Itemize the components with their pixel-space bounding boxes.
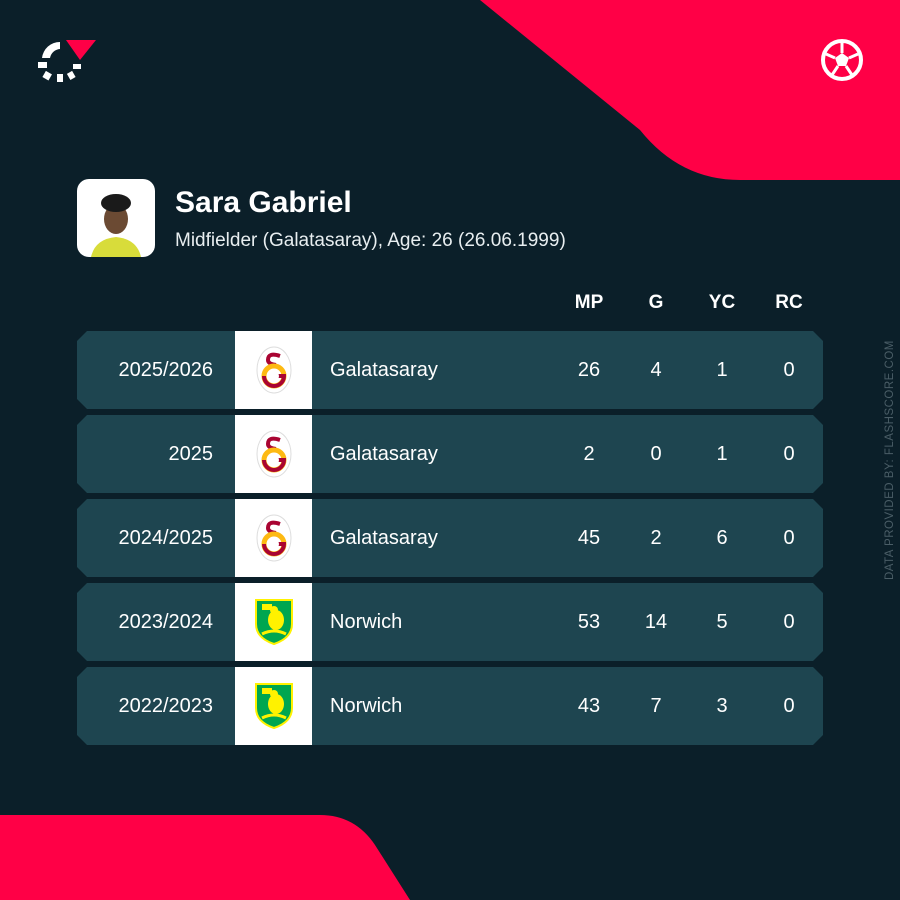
goals: 14 [644,611,668,633]
matches-played: 45 [577,527,601,549]
yellow-cards: 1 [716,443,728,465]
player-photo [77,179,155,257]
accent-shape-bottom [0,815,410,900]
yellow-cards: 5 [716,611,728,633]
team-crest [235,667,312,745]
table-row: 2025 Galatasaray 2 0 1 0 [77,415,823,493]
flashscore-logo-icon [38,40,96,82]
matches-played: 26 [577,359,601,381]
matches-played: 53 [577,611,601,633]
team-crest [235,499,312,577]
table-row: 2022/2023 Norwich 43 7 3 0 [77,667,823,745]
data-credit: DATA PROVIDED BY: FLASHSCORE.COM [884,340,896,580]
yellow-cards: 6 [716,527,728,549]
team-crest [235,583,312,661]
goals: 2 [650,527,662,549]
football-icon [821,39,863,81]
column-header-mp: MP [574,292,604,313]
table-row: 2023/2024 Norwich 53 14 5 0 [77,583,823,661]
galatasaray-crest-icon [256,514,291,562]
galatasaray-crest-icon [256,430,291,478]
player-name: Sara Gabriel [175,186,352,219]
matches-played: 2 [583,443,595,465]
player-details: Midfielder (Galatasaray), Age: 26 (26.06… [175,230,566,251]
team-name: Norwich [330,611,403,633]
season: 2025 [168,443,214,465]
red-cards: 0 [783,443,795,465]
yellow-cards: 3 [716,695,728,717]
season: 2022/2023 [118,695,213,717]
column-header-yc: YC [708,292,736,313]
team-name: Norwich [330,695,403,717]
season: 2023/2024 [118,611,213,633]
matches-played: 43 [577,695,601,717]
goals: 0 [650,443,662,465]
red-cards: 0 [783,695,795,717]
team-name: Galatasaray [330,527,438,549]
team-crest [235,415,312,493]
galatasaray-crest-icon [256,346,291,394]
yellow-cards: 1 [716,359,728,381]
table-row: 2025/2026 Galatasaray 26 4 1 0 [77,331,823,409]
norwich-crest-icon [254,683,293,730]
goals: 7 [650,695,662,717]
column-header-g: G [648,292,664,313]
norwich-crest-icon [254,599,293,646]
player-avatar-icon [91,194,141,257]
red-cards: 0 [783,359,795,381]
accent-shape-top [480,0,900,180]
team-name: Galatasaray [330,443,438,465]
table-row: 2024/2025 Galatasaray 45 2 6 0 [77,499,823,577]
goals: 4 [650,359,662,381]
season: 2025/2026 [118,359,213,381]
red-cards: 0 [783,527,795,549]
red-cards: 0 [783,611,795,633]
team-crest [235,331,312,409]
team-name: Galatasaray [330,359,438,381]
season: 2024/2025 [118,527,213,549]
column-header-rc: RC [775,292,803,313]
